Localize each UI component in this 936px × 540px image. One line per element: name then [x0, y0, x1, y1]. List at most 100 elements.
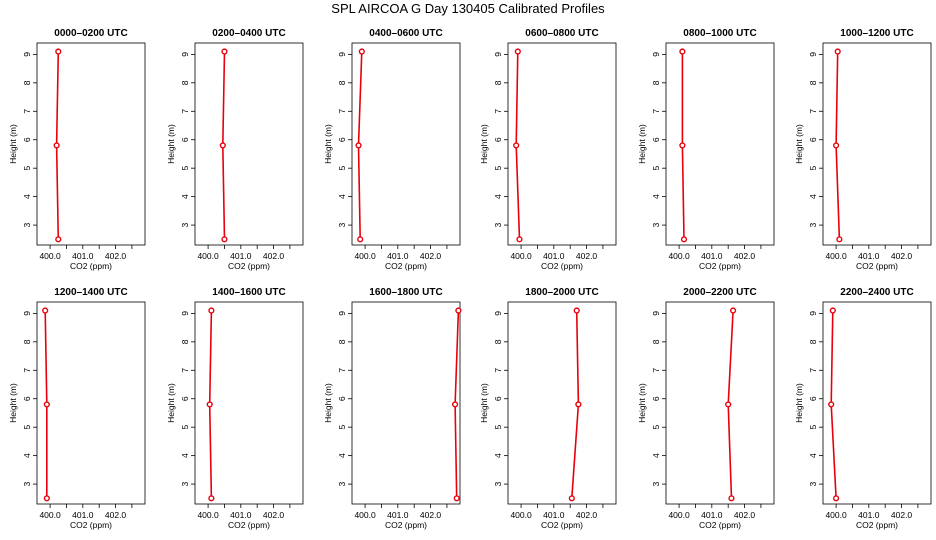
- data-point: [357, 236, 364, 243]
- plot-frame: [507, 301, 617, 505]
- y-tick-label: 3: [493, 222, 503, 227]
- data-point: [453, 495, 460, 502]
- chart-title: 1000–1200 UTC: [840, 28, 913, 39]
- y-tick-label: 8: [22, 339, 32, 344]
- y-tick-label: 3: [808, 481, 818, 486]
- x-tick-label: 400.0: [668, 510, 690, 520]
- plot-frame: [194, 42, 304, 246]
- y-axis-label: Height (m): [8, 124, 18, 164]
- x-tick-label: 401.0: [230, 510, 252, 520]
- y-tick-label: 4: [808, 194, 818, 199]
- plot-frame: [822, 42, 932, 246]
- y-tick-label: 6: [493, 396, 503, 401]
- y-tick-label: 7: [808, 368, 818, 373]
- x-tick-label: 401.0: [230, 251, 252, 261]
- y-tick-label: 5: [180, 166, 190, 171]
- data-point: [208, 307, 215, 314]
- y-tick-label: 7: [22, 109, 32, 114]
- x-axis-label: CO2 (ppm): [228, 261, 270, 271]
- x-tick-label: 400.0: [354, 510, 376, 520]
- chart-title: 1800–2000 UTC: [525, 287, 598, 298]
- y-tick-label: 4: [22, 194, 32, 199]
- y-tick-label: 3: [337, 481, 347, 486]
- data-point: [358, 48, 365, 55]
- plot-frame: [194, 301, 304, 505]
- y-tick-label: 6: [651, 137, 661, 142]
- y-tick-label: 3: [180, 481, 190, 486]
- x-axis-label: CO2 (ppm): [228, 520, 270, 530]
- x-axis-label: CO2 (ppm): [385, 520, 427, 530]
- chart-title: 0400–0600 UTC: [369, 28, 442, 39]
- plot-frame: [351, 301, 461, 505]
- y-tick-label: 8: [808, 339, 818, 344]
- data-point: [728, 495, 735, 502]
- data-point: [221, 48, 228, 55]
- y-tick-label: 5: [651, 425, 661, 430]
- y-axis-label: Height (m): [637, 383, 647, 423]
- y-tick-label: 8: [493, 80, 503, 85]
- page-title: SPL AIRCOA G Day 130405 Calibrated Profi…: [331, 1, 605, 16]
- y-axis-label: Height (m): [479, 124, 489, 164]
- y-tick-label: 4: [337, 194, 347, 199]
- y-tick-label: 7: [22, 368, 32, 373]
- y-tick-label: 9: [22, 52, 32, 57]
- y-tick-label: 7: [493, 109, 503, 114]
- y-tick-label: 9: [180, 52, 190, 57]
- x-tick-label: 402.0: [420, 510, 442, 520]
- x-tick-label: 400.0: [668, 251, 690, 261]
- y-tick-label: 7: [651, 109, 661, 114]
- x-tick-label: 401.0: [543, 251, 565, 261]
- x-tick-label: 401.0: [72, 251, 94, 261]
- x-tick-label: 400.0: [510, 251, 532, 261]
- y-tick-label: 4: [651, 194, 661, 199]
- y-tick-label: 4: [808, 453, 818, 458]
- x-tick-label: 400.0: [39, 510, 61, 520]
- plot-frame: [351, 42, 461, 246]
- y-tick-label: 9: [337, 52, 347, 57]
- data-point: [575, 401, 582, 408]
- y-tick-label: 9: [180, 311, 190, 316]
- y-tick-label: 9: [22, 311, 32, 316]
- y-tick-label: 8: [808, 80, 818, 85]
- x-axis-label: CO2 (ppm): [70, 520, 112, 530]
- chart-title: 1400–1600 UTC: [212, 287, 285, 298]
- x-tick-label: 402.0: [263, 510, 285, 520]
- y-tick-label: 5: [337, 166, 347, 171]
- data-point: [729, 307, 737, 314]
- x-axis-label: CO2 (ppm): [699, 261, 741, 271]
- y-tick-label: 8: [22, 80, 32, 85]
- x-tick-label: 402.0: [105, 510, 127, 520]
- chart-title: 1600–1800 UTC: [369, 287, 442, 298]
- y-tick-label: 5: [22, 166, 32, 171]
- y-axis-label: Height (m): [323, 124, 333, 164]
- data-point: [208, 495, 215, 502]
- y-tick-label: 6: [337, 396, 347, 401]
- x-tick-label: 402.0: [734, 510, 756, 520]
- data-point: [832, 142, 840, 149]
- data-point: [836, 236, 843, 243]
- y-tick-label: 8: [651, 339, 661, 344]
- y-tick-label: 5: [493, 166, 503, 171]
- data-point: [832, 495, 840, 502]
- y-axis-label: Height (m): [479, 383, 489, 423]
- data-point: [828, 401, 835, 408]
- chart-title: 0600–0800 UTC: [525, 28, 598, 39]
- data-point: [55, 236, 62, 243]
- y-tick-label: 7: [337, 109, 347, 114]
- y-tick-label: 4: [651, 453, 661, 458]
- data-point: [43, 495, 50, 502]
- data-point: [679, 48, 686, 55]
- y-tick-label: 5: [180, 425, 190, 430]
- plot-frame: [665, 301, 775, 505]
- plot-frame: [822, 301, 932, 505]
- y-tick-label: 9: [493, 311, 503, 316]
- y-tick-label: 8: [180, 80, 190, 85]
- data-point: [679, 142, 686, 149]
- x-tick-label: 401.0: [387, 510, 409, 520]
